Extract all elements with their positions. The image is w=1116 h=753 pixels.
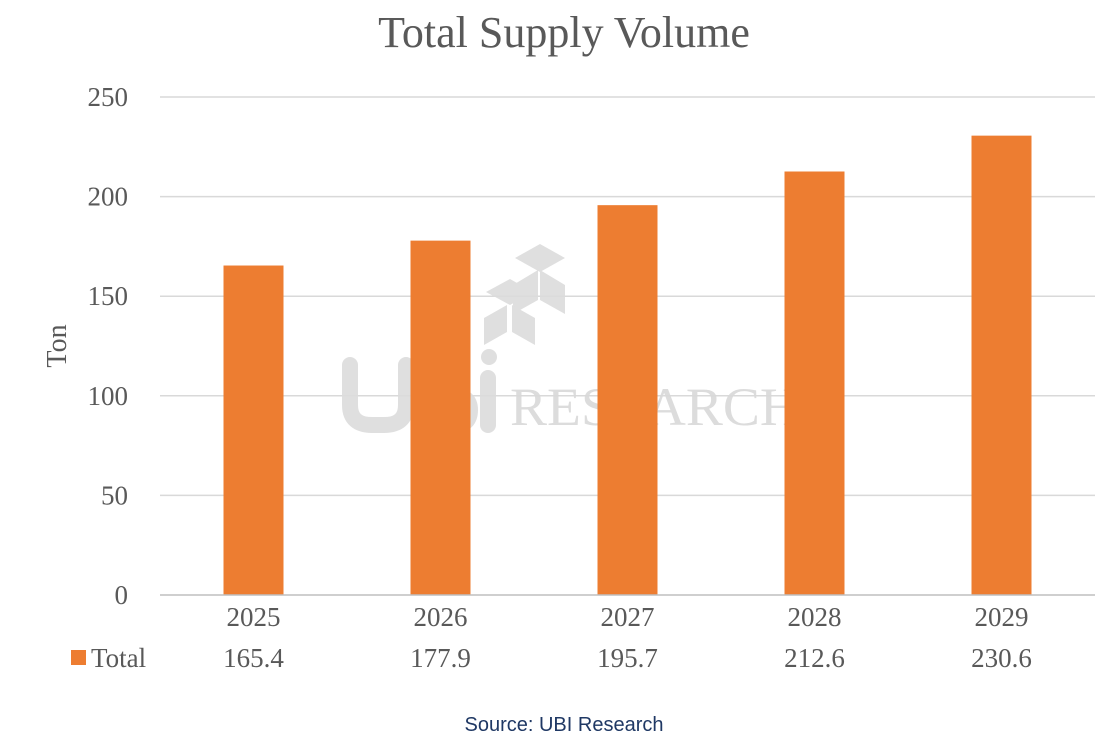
data-table-value: 177.9 bbox=[410, 643, 471, 673]
data-table-value: 195.7 bbox=[597, 643, 658, 673]
data-table-value: 165.4 bbox=[223, 643, 284, 673]
y-tick-label: 150 bbox=[88, 281, 129, 311]
x-tick-label: 2029 bbox=[975, 602, 1029, 632]
chart-title: Total Supply Volume bbox=[378, 8, 750, 57]
y-tick-label: 200 bbox=[88, 182, 129, 212]
x-tick-label: 2027 bbox=[601, 602, 655, 632]
data-table-legend: Total bbox=[71, 643, 146, 673]
legend-label-total: Total bbox=[91, 643, 146, 673]
ubi-cube-logo-icon bbox=[484, 244, 565, 345]
y-tick-label: 100 bbox=[88, 381, 129, 411]
legend-swatch-total bbox=[71, 650, 86, 665]
source-note: Source: UBI Research bbox=[465, 714, 664, 736]
y-axis-label: Ton bbox=[42, 324, 73, 367]
x-axis-ticks: 2025 2026 2027 2028 2029 bbox=[227, 602, 1029, 632]
bar-2025 bbox=[223, 265, 284, 595]
x-tick-label: 2028 bbox=[788, 602, 842, 632]
data-table-value: 212.6 bbox=[784, 643, 845, 673]
y-tick-label: 0 bbox=[115, 580, 129, 610]
bar-2027 bbox=[597, 205, 658, 596]
bar-2026 bbox=[410, 240, 471, 595]
y-tick-label: 250 bbox=[88, 82, 129, 112]
x-tick-label: 2026 bbox=[414, 602, 468, 632]
x-tick-label: 2025 bbox=[227, 602, 281, 632]
bar-2028 bbox=[784, 171, 845, 595]
y-tick-label: 50 bbox=[101, 480, 128, 510]
bars bbox=[223, 135, 1032, 596]
data-table-values: 165.4 177.9 195.7 212.6 230.6 bbox=[223, 643, 1032, 673]
bar-2029 bbox=[971, 135, 1032, 595]
y-axis-ticks: 0 50 100 150 200 250 bbox=[88, 82, 129, 610]
data-table-value: 230.6 bbox=[971, 643, 1032, 673]
